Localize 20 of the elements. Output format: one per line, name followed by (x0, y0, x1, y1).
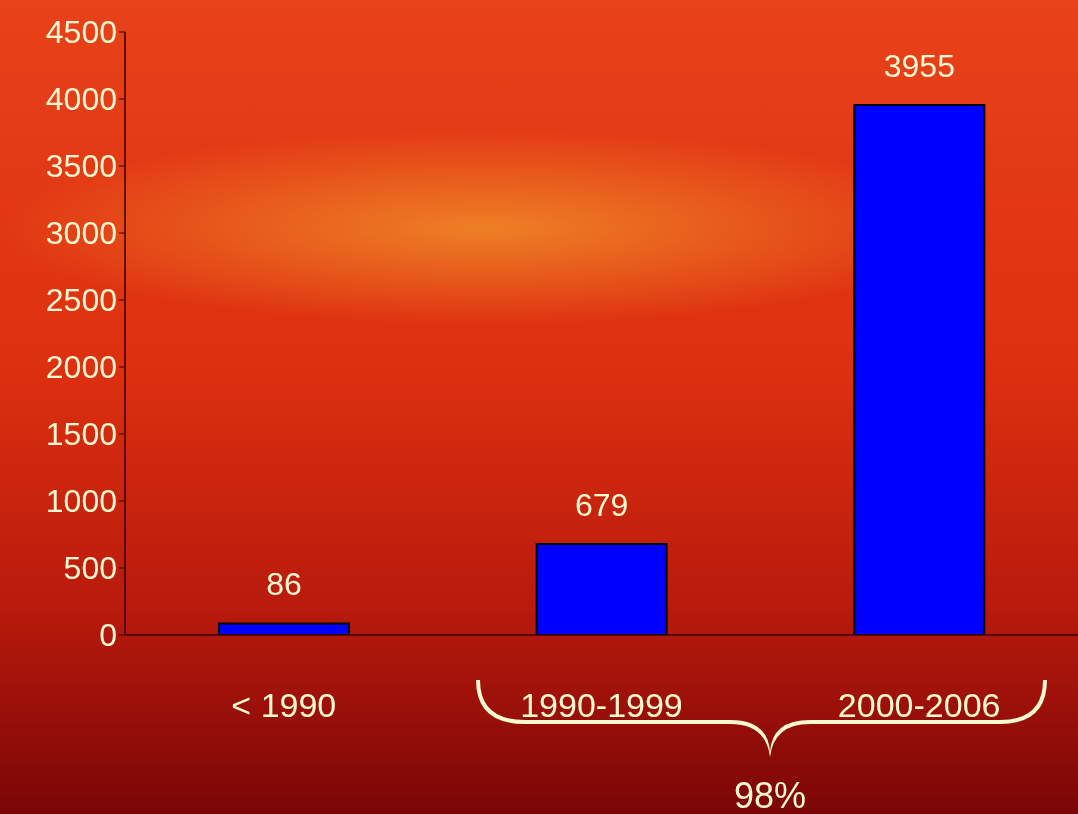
bar (218, 622, 350, 635)
y-tick-label: 3000 (45, 215, 117, 252)
bar (535, 543, 668, 635)
text: 98% (733, 775, 807, 814)
data-label: 3955 (883, 48, 955, 85)
y-tick-label: 4500 (45, 14, 117, 51)
y-tick-label: 1000 (45, 483, 117, 520)
y-tick-label: 500 (63, 550, 117, 587)
x-tick-label: 2000-2006 (837, 686, 1001, 725)
x-tick-label: < 1990 (231, 686, 337, 725)
y-tick-label: 2500 (45, 282, 117, 319)
x-tick-label: 1990-1999 (520, 686, 683, 725)
bar (853, 104, 986, 635)
y-tick-label: 4000 (45, 81, 117, 118)
y-tick-label: 0 (99, 617, 117, 654)
data-label: 86 (266, 566, 302, 603)
y-tick-label: 2000 (45, 349, 117, 386)
y-tick-label: 3500 (45, 148, 117, 185)
data-label: 679 (574, 487, 629, 524)
y-tick-label: 1500 (45, 416, 117, 453)
